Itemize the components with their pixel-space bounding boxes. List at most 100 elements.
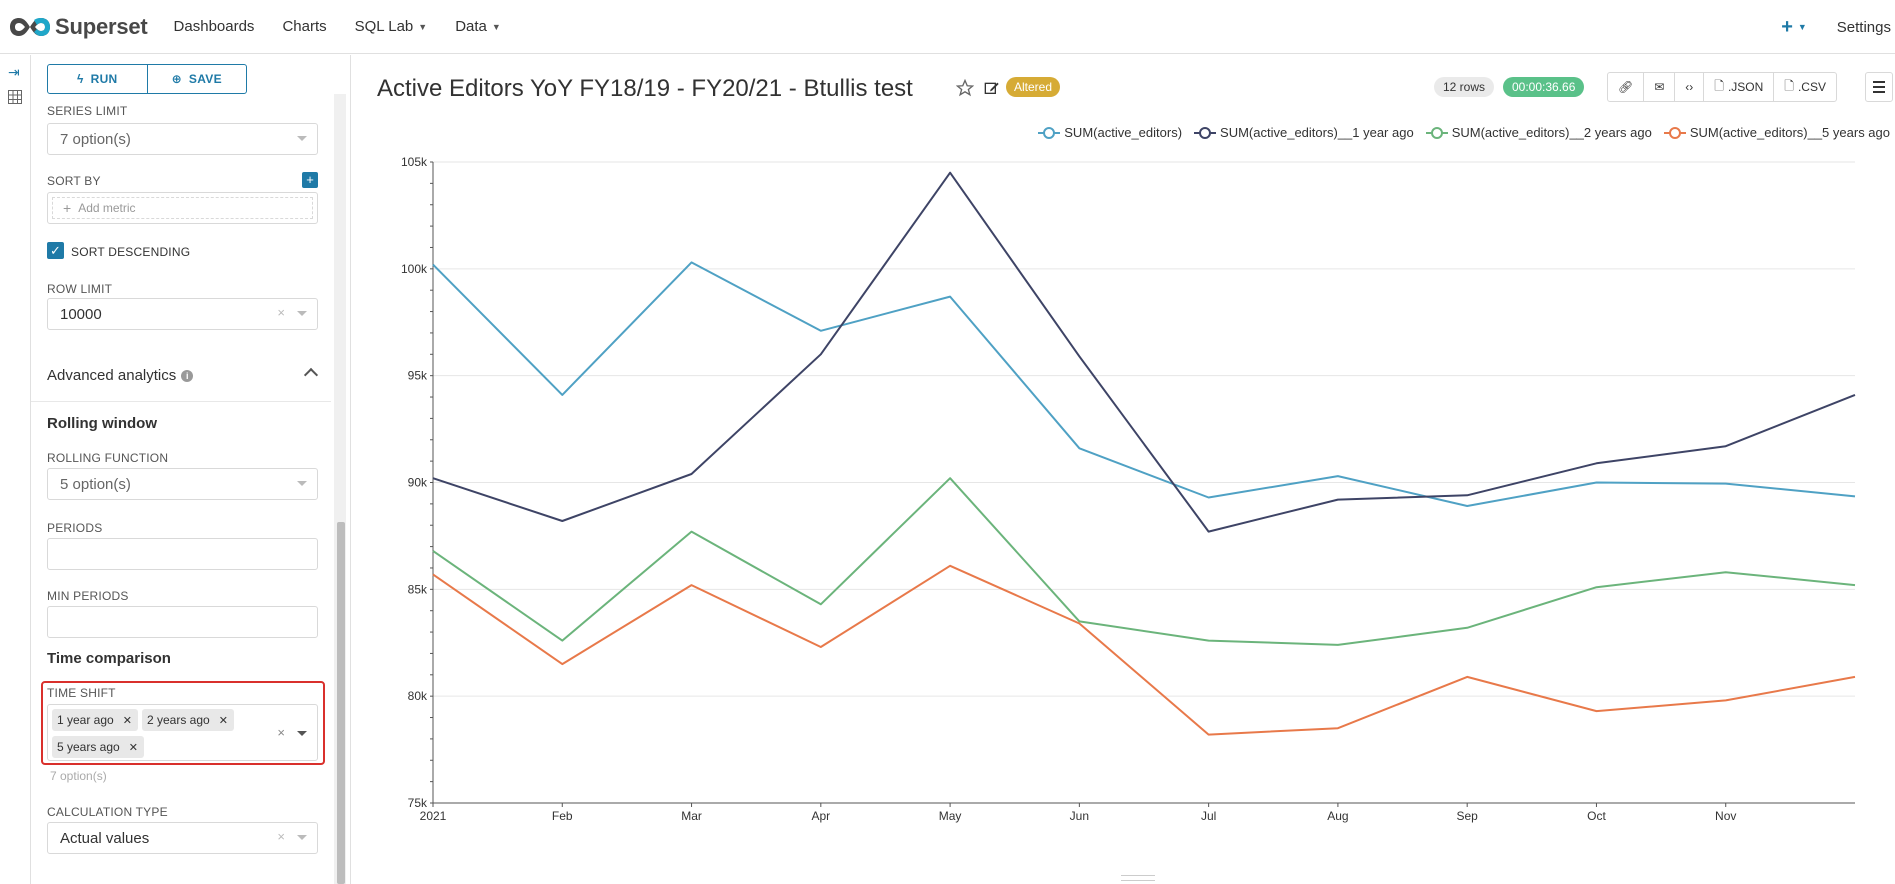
- chevron-down-icon: ▼: [491, 21, 501, 32]
- embed-code-button[interactable]: ‹›: [1674, 73, 1703, 101]
- csv-label: .CSV: [1797, 80, 1826, 94]
- time-comparison-heading: Time comparison: [47, 650, 171, 667]
- code-icon: ‹›: [1685, 80, 1694, 94]
- chevron-down-icon: [297, 731, 307, 736]
- export-csv-button[interactable]: 🗋 .CSV: [1773, 73, 1836, 101]
- add-sort-button[interactable]: +: [302, 172, 318, 188]
- edit-icon[interactable]: [984, 80, 1000, 96]
- nav-data-label: Data: [455, 18, 487, 35]
- file-icon: 🗋: [1714, 78, 1724, 93]
- plus-icon: +: [1781, 15, 1793, 38]
- x-tick-label: Sep: [1457, 809, 1479, 823]
- run-button[interactable]: ϟ RUN: [48, 65, 147, 93]
- chevron-down-icon: ▼: [418, 21, 428, 32]
- chevron-down-icon: [297, 311, 307, 316]
- nav-dashboards-label: Dashboards: [173, 18, 255, 35]
- remove-tag-icon[interactable]: ✕: [218, 714, 228, 727]
- legend-marker-icon: [1038, 126, 1061, 139]
- row-count-badge: 12 rows: [1434, 77, 1495, 97]
- rolling-function-select[interactable]: 5 option(s): [47, 468, 318, 500]
- series-limit-placeholder: 7 option(s): [60, 130, 131, 148]
- row-limit-select[interactable]: 10000 ×: [47, 298, 318, 330]
- legend-item[interactable]: SUM(active_editors): [1038, 125, 1182, 140]
- remove-tag-icon[interactable]: ✕: [122, 714, 132, 727]
- dataset-table-icon[interactable]: [8, 90, 22, 107]
- legend-item[interactable]: SUM(active_editors)__1 year ago: [1194, 125, 1414, 140]
- nav-sql-lab[interactable]: SQL Lab ▼: [355, 18, 428, 35]
- json-label: .JSON: [1727, 80, 1764, 94]
- sort-descending-checkbox[interactable]: ✓: [47, 242, 64, 259]
- sort-by-label: SORT BY: [47, 174, 101, 188]
- expand-panel-icon[interactable]: ⇥: [8, 64, 20, 80]
- sort-descending-label: SORT DESCENDING: [71, 245, 191, 259]
- y-tick-label: 105k: [401, 155, 428, 169]
- periods-label: PERIODS: [47, 521, 103, 535]
- series-limit-label: SERIES LIMIT: [47, 104, 128, 118]
- info-icon[interactable]: i: [181, 370, 194, 382]
- brand-name: Superset: [55, 13, 148, 39]
- min-periods-input[interactable]: [47, 606, 318, 638]
- run-save-group: ϟ RUN ⊕ SAVE: [47, 64, 247, 94]
- clear-icon[interactable]: ×: [277, 829, 285, 844]
- chevron-down-icon: ▼: [1797, 22, 1807, 32]
- y-tick-label: 100k: [401, 262, 428, 276]
- remove-tag-icon[interactable]: ✕: [128, 741, 138, 754]
- chart-title[interactable]: Active Editors YoY FY18/19 - FY20/21 - B…: [377, 75, 913, 102]
- nav-sql-lab-label: SQL Lab: [354, 18, 414, 35]
- panel-scrollbar-thumb[interactable]: [337, 522, 345, 884]
- save-button[interactable]: ⊕ SAVE: [146, 65, 247, 93]
- legend-marker-icon: [1425, 126, 1448, 139]
- row-limit-label: ROW LIMIT: [47, 282, 113, 296]
- link-button[interactable]: 🔗︎: [1608, 73, 1643, 101]
- chart-legend: SUM(active_editors) SUM(active_editors)__…: [1026, 125, 1890, 140]
- x-tick-label: Jun: [1070, 809, 1089, 823]
- nav-dashboards[interactable]: Dashboards: [174, 18, 255, 35]
- series-line: [432, 261, 1856, 507]
- brand-logo[interactable]: Superset: [8, 14, 148, 40]
- resize-handle[interactable]: [1121, 875, 1155, 881]
- y-tick-label: 85k: [408, 582, 428, 596]
- y-tick-label: 90k: [408, 476, 428, 490]
- x-tick-label: Jul: [1201, 809, 1216, 823]
- star-icon[interactable]: [956, 79, 974, 97]
- chart-container: Active Editors YoY FY18/19 - FY20/21 - B…: [350, 55, 1895, 884]
- legend-marker-icon: [1194, 126, 1217, 139]
- plus-circle-icon: ⊕: [171, 72, 182, 86]
- legend-marker-icon: [1663, 126, 1686, 139]
- x-tick-label: May: [939, 809, 962, 823]
- x-tick-label: 2021: [420, 809, 447, 823]
- plus-icon: +: [63, 200, 72, 216]
- new-item-menu[interactable]: + ▼: [1781, 16, 1807, 39]
- superset-logo-icon: [10, 17, 50, 36]
- legend-item[interactable]: SUM(active_editors)__2 years ago: [1425, 125, 1652, 140]
- control-panel: ϟ RUN ⊕ SAVE SERIES LIMIT 7 option(s) SORT…: [31, 55, 349, 884]
- clear-icon[interactable]: ×: [277, 305, 285, 320]
- time-shift-select[interactable]: 1 year ago ✕ 2 years ago ✕ 5 years ago ✕ ×: [47, 704, 318, 761]
- altered-badge[interactable]: Altered: [1006, 77, 1061, 97]
- series-limit-select[interactable]: 7 option(s): [47, 123, 318, 155]
- calculation-type-label: CALCULATION TYPE: [47, 805, 168, 819]
- email-button[interactable]: ✉: [1643, 73, 1674, 101]
- series-line: [432, 171, 1856, 533]
- x-tick-label: Feb: [552, 809, 573, 823]
- periods-input[interactable]: [47, 538, 318, 570]
- nav-data[interactable]: Data ▼: [455, 18, 501, 35]
- link-icon: 🔗︎: [1618, 80, 1634, 94]
- nav-charts-label: Charts: [282, 18, 327, 35]
- settings-menu[interactable]: Settings: [1836, 18, 1891, 36]
- tag-label: 2 years ago: [147, 713, 210, 727]
- add-metric-field[interactable]: + Add metric: [47, 192, 318, 224]
- export-json-button[interactable]: 🗋 .JSON: [1703, 73, 1773, 101]
- advanced-analytics-header[interactable]: Advanced analytics i: [31, 350, 331, 402]
- chart-actions-group: 🔗︎ ✉ ‹› 🗋 .JSON 🗋 .CSV: [1607, 72, 1837, 102]
- more-options-button[interactable]: [1865, 72, 1893, 102]
- legend-item[interactable]: SUM(active_editors)__5 years ago: [1663, 125, 1890, 140]
- nav-charts[interactable]: Charts: [282, 18, 326, 35]
- chevron-up-icon: [303, 367, 319, 383]
- legend-label: SUM(active_editors): [1064, 125, 1183, 140]
- x-tick-label: Oct: [1587, 809, 1606, 823]
- top-navbar: Superset Dashboards Charts SQL Lab ▼ Data…: [0, 0, 1895, 54]
- save-button-label: SAVE: [188, 72, 222, 86]
- clear-icon[interactable]: ×: [277, 725, 285, 740]
- calculation-type-select[interactable]: Actual values ×: [47, 822, 318, 854]
